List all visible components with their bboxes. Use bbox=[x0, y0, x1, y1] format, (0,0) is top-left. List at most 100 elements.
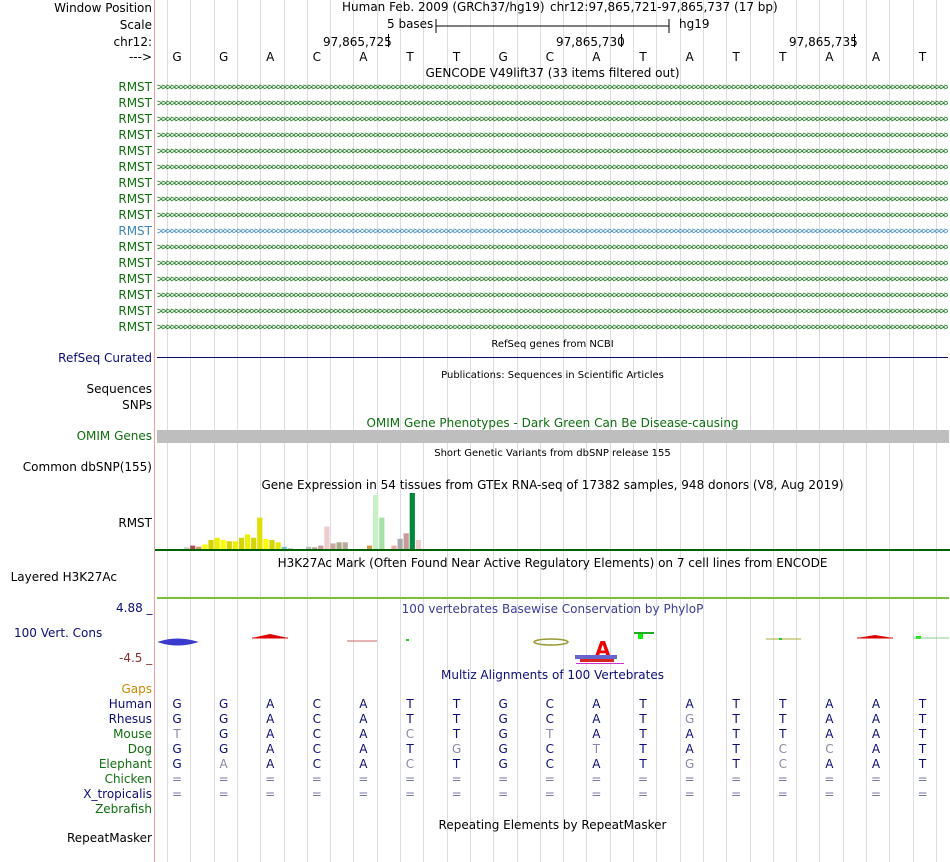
gencode-transcript-feature[interactable]: >>>>>>>>>>>>>>>>>>>>>>>>>>>>>>>>>>>>>>>>… bbox=[157, 211, 948, 221]
gencode-transcript-label[interactable]: RMST bbox=[118, 208, 152, 222]
multiz-aligned-base: = bbox=[451, 787, 462, 801]
multiz-aligned-base: A bbox=[825, 727, 834, 741]
gencode-transcript-label[interactable]: RMST bbox=[118, 192, 152, 206]
gencode-transcript-label[interactable]: RMST bbox=[118, 272, 152, 286]
dbsnp-track-label[interactable]: Common dbSNP(155) bbox=[22, 460, 152, 474]
gtex-tissue-bar[interactable] bbox=[232, 541, 238, 549]
multiz-species-label[interactable]: Elephant bbox=[98, 757, 152, 771]
repeatmasker-track-label[interactable]: RepeatMasker bbox=[66, 831, 152, 845]
gencode-transcript-feature[interactable]: >>>>>>>>>>>>>>>>>>>>>>>>>>>>>>>>>>>>>>>>… bbox=[157, 323, 948, 333]
gencode-transcript-label[interactable]: RMST bbox=[118, 80, 152, 94]
gencode-transcript-label[interactable]: RMST bbox=[118, 128, 152, 142]
gencode-transcript-feature[interactable]: >>>>>>>>>>>>>>>>>>>>>>>>>>>>>>>>>>>>>>>>… bbox=[157, 99, 948, 109]
phylop-conservation-plot[interactable]: A bbox=[155, 628, 950, 668]
gtex-tissue-bar[interactable] bbox=[306, 546, 312, 549]
gtex-tissue-bar[interactable] bbox=[373, 495, 379, 549]
multiz-species-label[interactable]: X_tropicalis bbox=[83, 787, 152, 801]
omim-track-label[interactable]: OMIM Genes bbox=[76, 429, 152, 443]
gencode-transcript-feature[interactable]: >>>>>>>>>>>>>>>>>>>>>>>>>>>>>>>>>>>>>>>>… bbox=[157, 131, 948, 141]
gencode-transcript-feature[interactable]: >>>>>>>>>>>>>>>>>>>>>>>>>>>>>>>>>>>>>>>>… bbox=[157, 163, 948, 173]
gtex-tissue-bar[interactable] bbox=[391, 545, 397, 549]
multiz-species-label[interactable]: Chicken bbox=[104, 772, 152, 786]
gencode-transcript-feature[interactable]: >>>>>>>>>>>>>>>>>>>>>>>>>>>>>>>>>>>>>>>>… bbox=[157, 179, 948, 189]
gtex-tissue-bar[interactable] bbox=[196, 546, 202, 549]
gtex-tissue-bar[interactable] bbox=[220, 540, 226, 549]
multiz-aligned-base: = bbox=[684, 787, 695, 801]
gtex-tissue-bar[interactable] bbox=[415, 540, 421, 549]
gencode-transcript-label[interactable]: RMST bbox=[118, 224, 152, 238]
publications-snps-label[interactable]: SNPs bbox=[122, 398, 152, 412]
gencode-transcript-label[interactable]: RMST bbox=[118, 144, 152, 158]
multiz-species-label[interactable]: Mouse bbox=[113, 727, 152, 741]
gtex-tissue-bar[interactable] bbox=[342, 542, 348, 549]
gencode-transcript-feature[interactable]: >>>>>>>>>>>>>>>>>>>>>>>>>>>>>>>>>>>>>>>>… bbox=[157, 291, 948, 301]
gtex-tissue-bar[interactable] bbox=[269, 540, 275, 549]
gencode-transcript-label[interactable]: RMST bbox=[118, 304, 152, 318]
gtex-tissue-bar[interactable] bbox=[251, 537, 257, 549]
gtex-tissue-bar[interactable] bbox=[238, 537, 245, 549]
gtex-track-label[interactable]: RMST bbox=[118, 516, 152, 530]
gtex-tissue-bar[interactable] bbox=[202, 544, 208, 550]
gtex-tissue-bar[interactable] bbox=[190, 545, 196, 549]
gtex-tissue-bar[interactable] bbox=[403, 533, 409, 549]
gencode-transcript-feature[interactable]: >>>>>>>>>>>>>>>>>>>>>>>>>>>>>>>>>>>>>>>>… bbox=[157, 147, 948, 157]
gtex-tissue-bar[interactable] bbox=[379, 517, 385, 549]
multiz-species-label[interactable]: Human bbox=[108, 697, 152, 711]
gencode-transcript-feature[interactable]: >>>>>>>>>>>>>>>>>>>>>>>>>>>>>>>>>>>>>>>>… bbox=[157, 259, 948, 269]
repeatmasker-track-title: Repeating Elements by RepeatMasker bbox=[438, 818, 667, 832]
gtex-tissue-bar[interactable] bbox=[245, 534, 251, 549]
multiz-aligned-base: = bbox=[917, 772, 928, 786]
gencode-transcript-feature[interactable]: >>>>>>>>>>>>>>>>>>>>>>>>>>>>>>>>>>>>>>>>… bbox=[157, 275, 948, 285]
gtex-tissue-bar[interactable] bbox=[226, 541, 232, 549]
gtex-tissue-bar[interactable] bbox=[312, 547, 318, 549]
multiz-species-label[interactable]: Rhesus bbox=[108, 712, 152, 726]
gtex-tissue-bar[interactable] bbox=[287, 547, 293, 549]
gtex-tissue-bar[interactable] bbox=[281, 546, 287, 549]
gtex-tissue-bar[interactable] bbox=[263, 538, 269, 549]
multiz-aligned-base: G bbox=[218, 742, 229, 756]
gencode-transcript-label[interactable]: RMST bbox=[118, 288, 152, 302]
multiz-species-label[interactable]: Dog bbox=[127, 742, 152, 756]
gtex-tissue-bar[interactable] bbox=[330, 543, 336, 549]
gtex-tissue-bar[interactable] bbox=[336, 542, 342, 549]
gtex-tissue-bar[interactable] bbox=[208, 540, 214, 549]
gencode-transcript-label[interactable]: RMST bbox=[118, 256, 152, 270]
gencode-transcript-label[interactable]: RMST bbox=[118, 112, 152, 126]
gencode-transcript-label[interactable]: RMST bbox=[118, 96, 152, 110]
reference-base: A bbox=[685, 50, 694, 64]
strand-arrow-label[interactable]: ---> bbox=[128, 50, 152, 64]
gtex-tissue-bar[interactable] bbox=[318, 545, 324, 549]
gencode-transcript-feature[interactable]: >>>>>>>>>>>>>>>>>>>>>>>>>>>>>>>>>>>>>>>>… bbox=[157, 115, 948, 125]
gtex-bar-chart[interactable] bbox=[155, 492, 950, 552]
phylop-track-label[interactable]: 100 Vert. Cons bbox=[14, 626, 103, 640]
refseq-track-label[interactable]: RefSeq Curated bbox=[58, 351, 152, 365]
multiz-aligned-base: T bbox=[639, 727, 647, 741]
gtex-tissue-bar[interactable] bbox=[324, 526, 330, 549]
gtex-tissue-bar[interactable] bbox=[257, 517, 263, 549]
h3k27ac-signal-line[interactable] bbox=[157, 597, 949, 599]
omim-feature-bar[interactable] bbox=[157, 430, 949, 443]
h3k27ac-track-label[interactable]: Layered H3K27Ac bbox=[10, 570, 117, 584]
refseq-gene-line[interactable] bbox=[157, 357, 948, 358]
gtex-tissue-bar[interactable] bbox=[409, 493, 415, 549]
multiz-gaps-label[interactable]: Gaps bbox=[121, 682, 152, 696]
gencode-transcript-feature[interactable]: >>>>>>>>>>>>>>>>>>>>>>>>>>>>>>>>>>>>>>>>… bbox=[157, 227, 948, 237]
gencode-transcript-feature[interactable]: >>>>>>>>>>>>>>>>>>>>>>>>>>>>>>>>>>>>>>>>… bbox=[157, 307, 948, 317]
gencode-transcript-label[interactable]: RMST bbox=[118, 320, 152, 334]
gencode-transcript-feature[interactable]: >>>>>>>>>>>>>>>>>>>>>>>>>>>>>>>>>>>>>>>>… bbox=[157, 195, 948, 205]
publications-sequences-label[interactable]: Sequences bbox=[86, 382, 152, 396]
multiz-aligned-base: C bbox=[405, 757, 415, 771]
gencode-transcript-label[interactable]: RMST bbox=[118, 240, 152, 254]
multiz-aligned-base: = bbox=[171, 772, 183, 786]
gtex-tissue-bar[interactable] bbox=[275, 542, 281, 549]
multiz-species-label[interactable]: Zebrafish bbox=[95, 802, 152, 816]
gencode-transcript-feature[interactable]: >>>>>>>>>>>>>>>>>>>>>>>>>>>>>>>>>>>>>>>>… bbox=[157, 83, 948, 93]
gtex-tissue-bar[interactable] bbox=[367, 545, 373, 549]
gencode-transcript-label[interactable]: RMST bbox=[118, 160, 152, 174]
gencode-transcript-feature[interactable]: >>>>>>>>>>>>>>>>>>>>>>>>>>>>>>>>>>>>>>>>… bbox=[157, 243, 948, 253]
multiz-aligned-base: A bbox=[871, 727, 881, 741]
gtex-tissue-bar[interactable] bbox=[184, 547, 190, 549]
gtex-tissue-bar[interactable] bbox=[214, 537, 220, 549]
gencode-transcript-label[interactable]: RMST bbox=[118, 176, 152, 190]
gtex-tissue-bar[interactable] bbox=[397, 538, 403, 549]
